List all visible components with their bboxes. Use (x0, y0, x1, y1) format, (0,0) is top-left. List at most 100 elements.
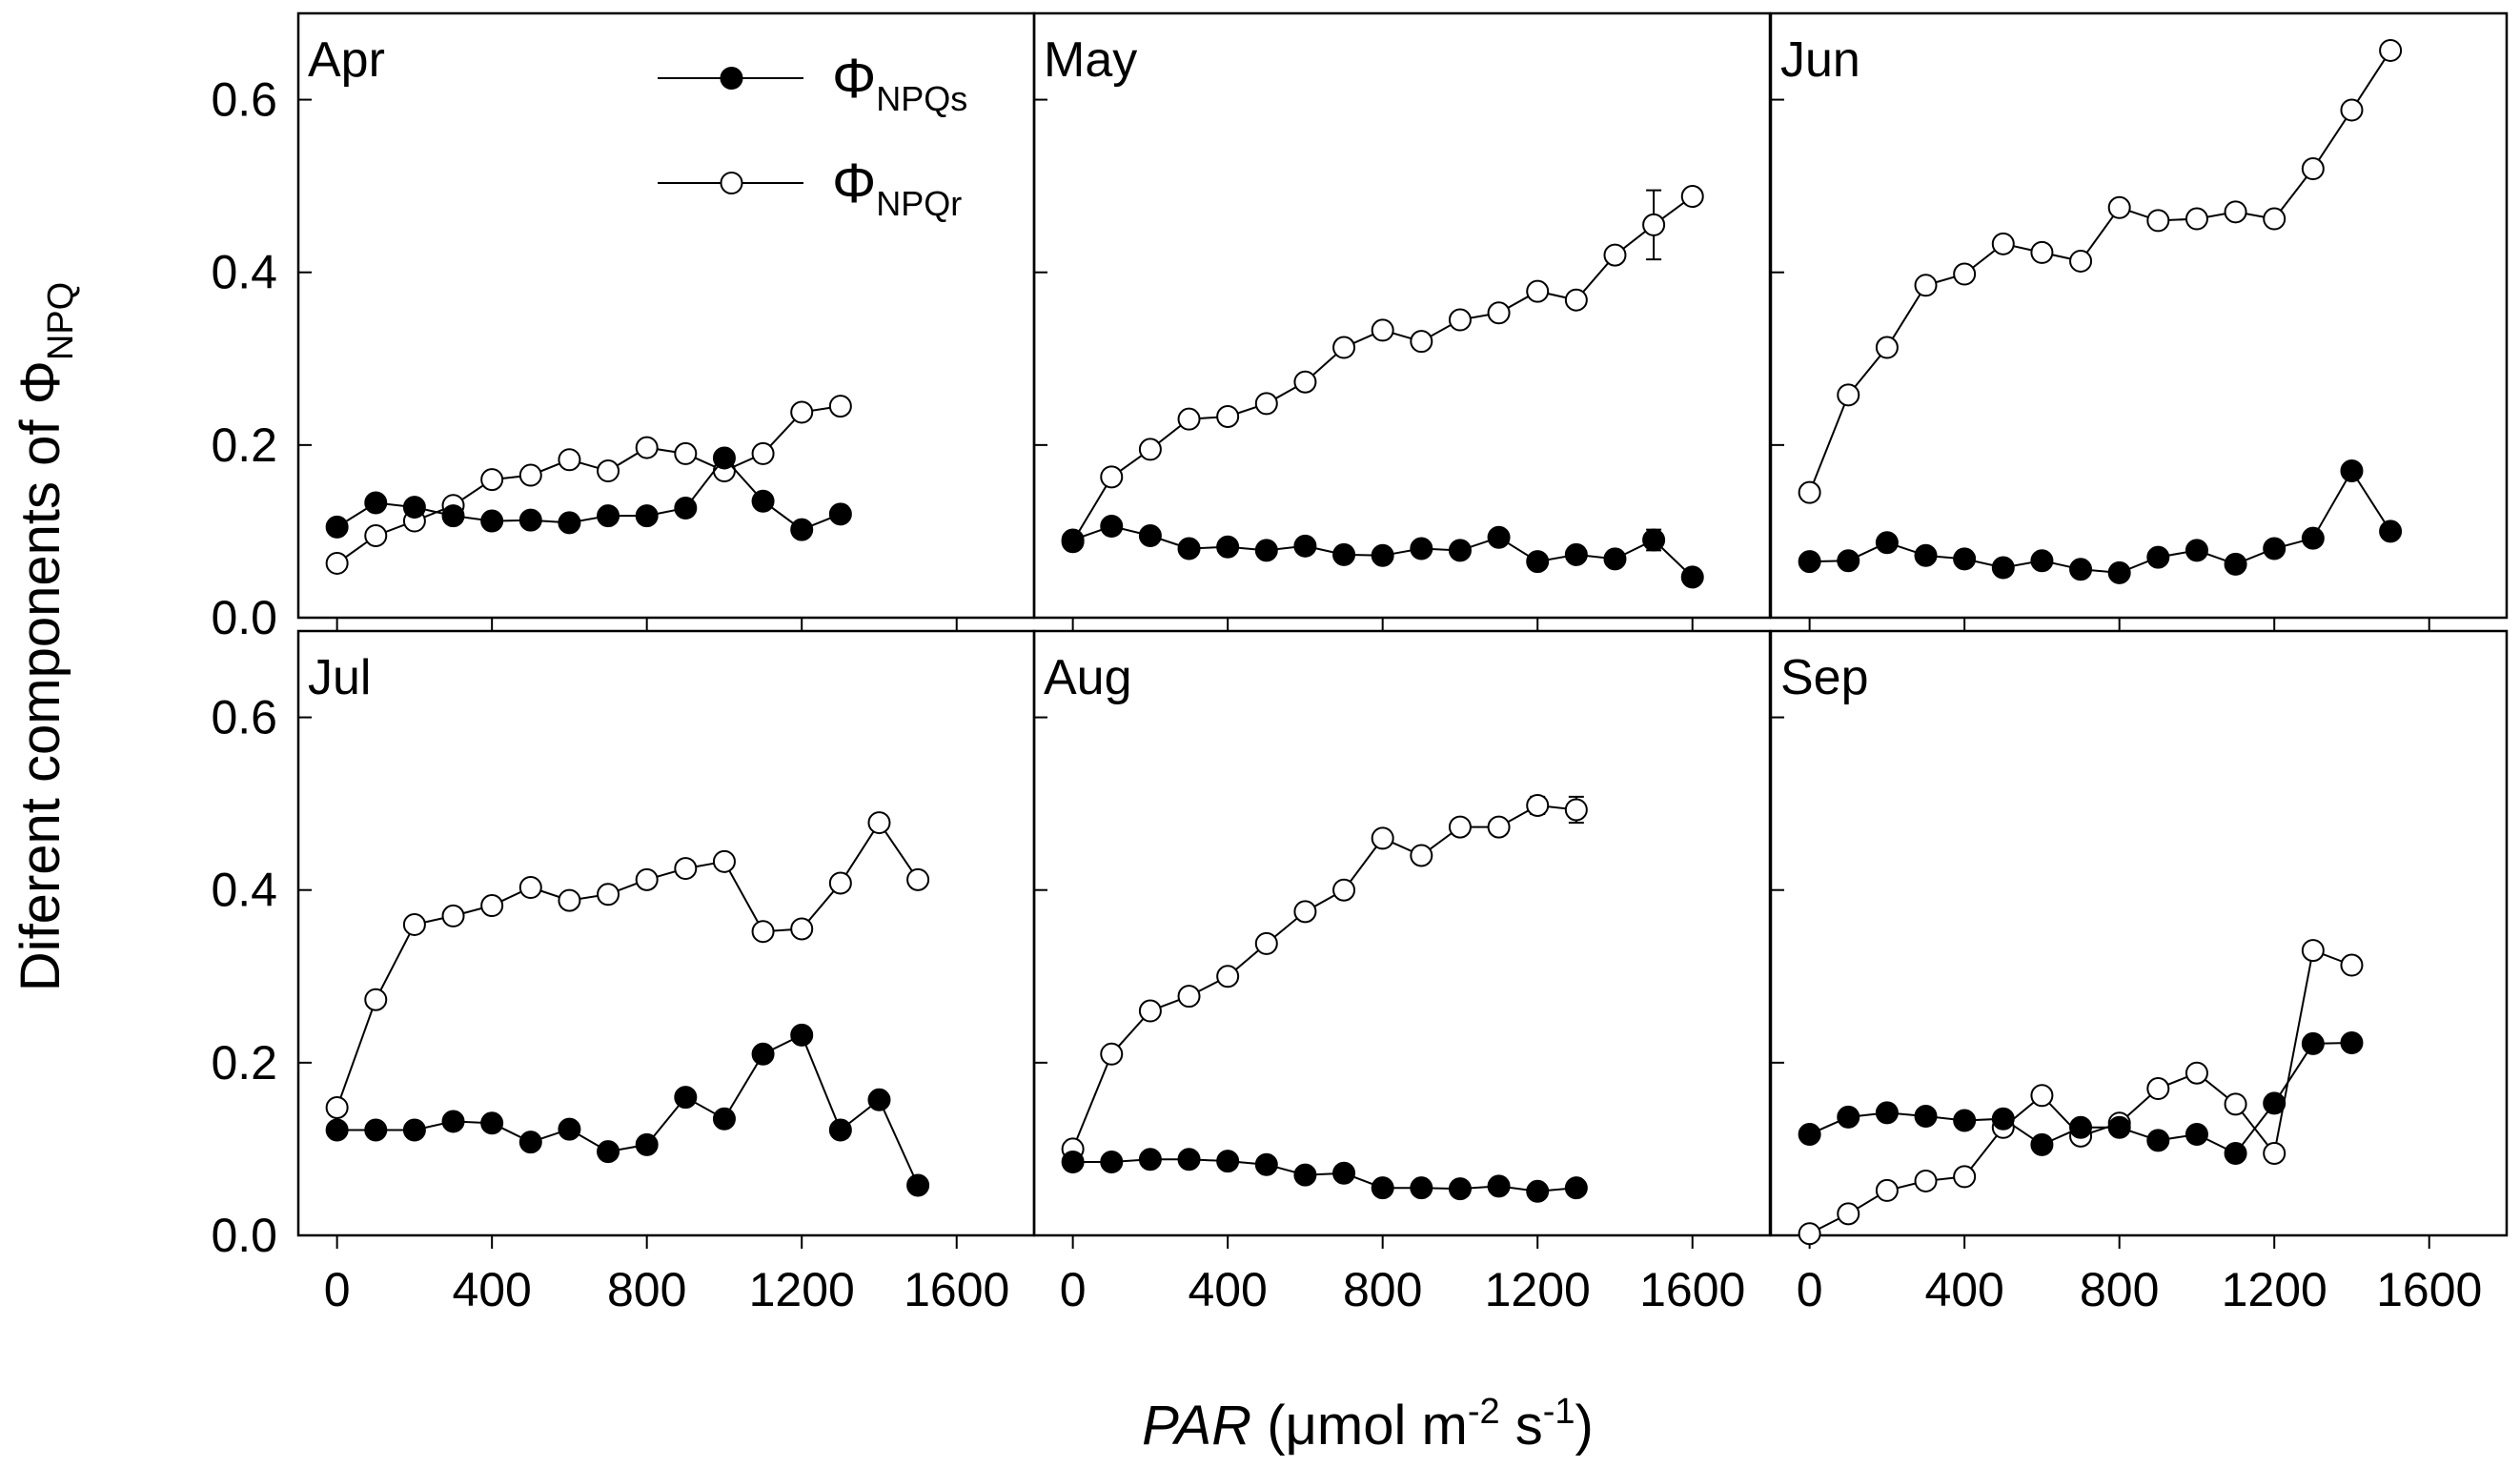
legend-marker (720, 67, 743, 90)
data-point-npqs (402, 1118, 426, 1142)
data-point-npqs (1837, 549, 1860, 573)
data-point-npqs (1177, 537, 1201, 560)
data-point-npqs (1953, 547, 1977, 571)
data-point-npqr (1254, 392, 1278, 416)
x-axis-title: PAR (μmol m-2 s-1) (1142, 1392, 1594, 1457)
data-point-npqr (790, 400, 814, 424)
x-axis-title-italic: PAR (1142, 1395, 1251, 1457)
data-point-npqs (790, 518, 814, 541)
data-point-npqr (751, 920, 775, 944)
panel-apr: 0.0 0.2 0.4 0.6 Apr (211, 11, 1036, 644)
data-point-npqs (1526, 550, 1550, 574)
data-point-npqr (2185, 1061, 2208, 1085)
data-point-npqs (1603, 547, 1627, 571)
data-point-npqr (1837, 383, 1860, 407)
x-tick-label: 800 (1343, 1263, 1422, 1316)
data-point-npqs (2185, 1123, 2208, 1147)
data-point-npqr (1177, 985, 1201, 1009)
x-axis-title-end: ) (1575, 1395, 1594, 1457)
data-point-npqs (2263, 537, 2286, 560)
data-point-npqr (2185, 207, 2208, 231)
series-line-npqr (1071, 804, 1576, 1150)
data-point-npqr (1410, 330, 1433, 354)
y-tick-label: 0.6 (211, 73, 277, 127)
data-point-npqs (1487, 1174, 1511, 1198)
x-tick-label: 1600 (904, 1263, 1009, 1316)
data-point-npqr (1914, 1169, 1938, 1192)
data-point-npqs (1798, 1123, 1821, 1147)
data-point-npqs (1293, 534, 1317, 558)
data-point-npqs (1448, 1177, 1472, 1201)
data-point-npqr (1680, 185, 1704, 209)
data-point-npqs (1138, 523, 1162, 547)
data-point-npqs (325, 1118, 349, 1142)
data-point-npqr (1100, 465, 1124, 489)
data-point-npqs (518, 508, 542, 532)
legend-entry-npqr: ΦNPQr (658, 153, 962, 223)
data-point-npqr (751, 441, 775, 465)
data-point-npqr (1953, 1165, 1977, 1189)
data-point-npqs (1100, 514, 1124, 538)
data-point-npqs (674, 1086, 698, 1110)
data-point-npqr (1332, 878, 1356, 902)
data-point-npqr (1216, 404, 1240, 428)
data-point-npqs (1875, 531, 1899, 555)
panel-jun: Jun (1769, 11, 2509, 631)
data-point-npqs (1100, 1151, 1124, 1174)
data-point-npqs (364, 491, 388, 515)
data-point-npqs (597, 1140, 620, 1164)
data-point-npqs (1564, 1176, 1588, 1200)
data-point-npqs (1177, 1148, 1201, 1172)
x-tick-label: 0 (1797, 1263, 1823, 1316)
x-tick-label: 800 (2080, 1263, 2159, 1316)
data-point-npqr (1526, 793, 1550, 817)
x-tick-label: 0 (1060, 1263, 1087, 1316)
data-point-npqr (1564, 798, 1588, 822)
data-point-npqr (1293, 370, 1317, 394)
data-point-npqs (1254, 539, 1278, 562)
data-point-npqs (635, 504, 659, 528)
y-axis-title-main: Diferent components of Φ (10, 360, 71, 991)
panel-frame (1769, 11, 2509, 620)
data-point-npqs (480, 1111, 504, 1135)
data-point-npqs (1410, 1176, 1433, 1200)
data-point-npqr (2146, 209, 2170, 233)
data-point-npqs (1061, 528, 1085, 552)
data-point-npqs (712, 1107, 736, 1131)
data-point-npqr (1642, 213, 1666, 236)
data-point-npqr (1138, 999, 1162, 1023)
data-point-npqr (1798, 1222, 1821, 1246)
x-tick-label: 1600 (2376, 1263, 2482, 1316)
data-point-npqs (1216, 1150, 1240, 1173)
x-tick-label: 400 (452, 1263, 531, 1316)
data-point-npqr (1138, 438, 1162, 461)
panel-label: Aug (1044, 650, 1132, 705)
data-point-npqs (2146, 1129, 2170, 1152)
data-point-npqs (364, 1118, 388, 1142)
legend-label: ΦNPQs (832, 48, 967, 118)
data-point-npqr (674, 857, 698, 881)
data-point-npqs (2146, 545, 2170, 569)
y-tick-label: 0.2 (211, 418, 277, 472)
data-point-npqr (441, 904, 465, 927)
data-point-npqr (518, 875, 542, 899)
data-point-npqs (1371, 1176, 1394, 1200)
data-point-npqr (2263, 207, 2286, 231)
data-point-npqr (1448, 815, 1472, 839)
panel-label: May (1044, 32, 1137, 88)
x-tick-label: 1200 (2222, 1263, 2327, 1316)
panel-label: Apr (308, 32, 385, 88)
data-point-npqs (2301, 1031, 2325, 1055)
data-point-npqs (1991, 556, 2015, 580)
legend-label: ΦNPQr (832, 153, 962, 223)
data-point-npqs (1991, 1107, 2015, 1131)
data-point-npqs (558, 511, 581, 535)
legend-entry-npqs: ΦNPQs (658, 48, 967, 118)
data-point-npqs (751, 489, 775, 513)
data-point-npqr (364, 523, 388, 547)
data-point-npqs (1487, 525, 1511, 549)
data-point-npqs (518, 1131, 542, 1154)
data-point-npqs (597, 504, 620, 528)
data-point-npqr (1332, 336, 1356, 359)
data-point-npqr (674, 441, 698, 465)
